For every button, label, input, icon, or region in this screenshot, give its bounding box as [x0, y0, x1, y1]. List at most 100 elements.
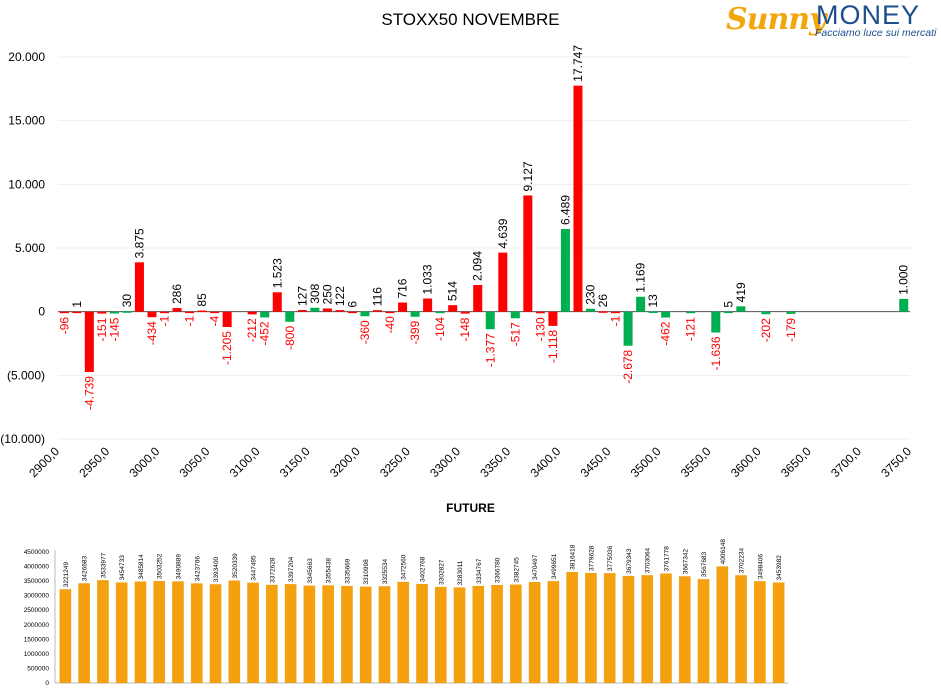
- bar: [523, 195, 533, 312]
- future-bar: [510, 584, 522, 683]
- y-tick-label: (5.000): [7, 368, 45, 382]
- future-bar: [716, 566, 729, 683]
- future-bar: [585, 572, 597, 683]
- future-bar: [697, 579, 710, 683]
- y-tick-label: (10.000): [0, 432, 45, 446]
- bar: [322, 308, 332, 312]
- future-y-tick-label: 1500000: [24, 636, 50, 643]
- data-label: -121: [684, 317, 698, 341]
- bar: [711, 311, 721, 333]
- data-label: -1.636: [709, 336, 723, 370]
- bar: [786, 311, 796, 314]
- future-bar: [735, 575, 747, 683]
- future-bar: [115, 582, 128, 683]
- data-label: -179: [784, 318, 798, 342]
- bar: [560, 229, 570, 312]
- bar: [423, 298, 433, 312]
- future-bar: [172, 581, 184, 683]
- data-label: -151: [95, 317, 109, 341]
- future-bar: [209, 584, 222, 683]
- data-label: -212: [245, 318, 259, 342]
- future-bar: [491, 584, 503, 683]
- data-label: -104: [433, 317, 447, 341]
- data-label: -1: [158, 315, 172, 326]
- future-data-label: 3470497: [532, 554, 539, 580]
- future-bar: [266, 584, 278, 683]
- future-data-label: 3503252: [157, 553, 164, 579]
- future-bar: [153, 581, 166, 683]
- data-label: 419: [734, 282, 748, 302]
- bar: [72, 311, 82, 314]
- data-label: -1.118: [546, 330, 560, 363]
- bar: [899, 298, 909, 312]
- bar: [598, 311, 608, 313]
- bar: [222, 311, 232, 328]
- future-data-label: 3397204: [288, 556, 295, 582]
- bar: [723, 311, 733, 314]
- logo-money-text: MONEY: [816, 0, 921, 30]
- future-data-label: 3372628: [269, 557, 276, 583]
- bar: [310, 307, 320, 312]
- data-label: 1.033: [421, 264, 435, 294]
- data-label: -2.678: [621, 349, 635, 383]
- future-bar: [97, 580, 109, 683]
- future-data-label: 3816418: [570, 544, 577, 570]
- data-label: 13: [646, 294, 660, 308]
- future-data-label: 3667342: [682, 549, 689, 575]
- future-bar: [528, 581, 541, 683]
- data-label: -130: [533, 317, 547, 341]
- data-label: -1: [609, 315, 623, 326]
- bar: [197, 310, 207, 313]
- future-data-label: 3702234: [739, 548, 746, 574]
- future-bar: [190, 583, 203, 683]
- future-bar: [341, 585, 353, 683]
- data-label: 2.094: [471, 251, 485, 281]
- future-bar: [228, 580, 241, 683]
- stoxx50-chart: 20.000 15.000 10.000 5.000 0 (5.000) (10.000) -…: [0, 45, 914, 480]
- future-data-label: 3310998: [363, 559, 370, 585]
- future-data-label: 3499651: [551, 553, 558, 579]
- sunny-money-logo: Sunny MONEY Facciamo luce sui mercati: [726, 0, 941, 44]
- future-data-label: 3393400: [213, 557, 220, 583]
- future-y-tick-label: 0: [45, 680, 49, 687]
- data-label: 230: [584, 284, 598, 304]
- bar: [636, 296, 646, 312]
- bar: [385, 311, 395, 314]
- bar: [109, 311, 119, 314]
- future-chart-title: FUTURE: [446, 501, 495, 515]
- bar: [147, 311, 157, 318]
- future-data-label: 3345663: [307, 558, 314, 584]
- data-label: -1: [183, 315, 197, 326]
- bar: [247, 311, 257, 315]
- future-bar: [434, 586, 447, 683]
- future-bar: [678, 576, 691, 683]
- data-label: 250: [320, 284, 334, 304]
- bar: [172, 308, 182, 312]
- future-bar: [472, 585, 485, 683]
- data-label: -1.377: [483, 333, 497, 367]
- future-data-label: 3520339: [232, 553, 239, 579]
- future-data-label: 3402768: [420, 556, 427, 582]
- data-label: -800: [283, 326, 297, 350]
- future-data-label: 3498406: [757, 553, 764, 579]
- bar: [122, 311, 132, 313]
- future-data-label: 3679343: [626, 548, 633, 574]
- future-data-label: 3426683: [82, 556, 89, 582]
- y-tick-label: 10.000: [8, 177, 45, 191]
- data-label: 30: [120, 294, 134, 308]
- future-data-label: 3283011: [457, 560, 464, 585]
- data-label: -517: [508, 322, 522, 346]
- future-bar: [453, 587, 466, 683]
- future-bar: [397, 581, 410, 683]
- bar: [473, 285, 483, 312]
- data-label: 1: [70, 301, 84, 308]
- data-label: 5: [721, 301, 735, 308]
- future-data-label: 3334767: [476, 558, 483, 584]
- bar: [435, 311, 445, 314]
- data-label: -399: [408, 320, 422, 344]
- bar: [573, 85, 583, 312]
- bar: [510, 311, 520, 319]
- bar: [686, 311, 696, 314]
- bar: [648, 311, 658, 314]
- data-label: -40: [383, 316, 397, 334]
